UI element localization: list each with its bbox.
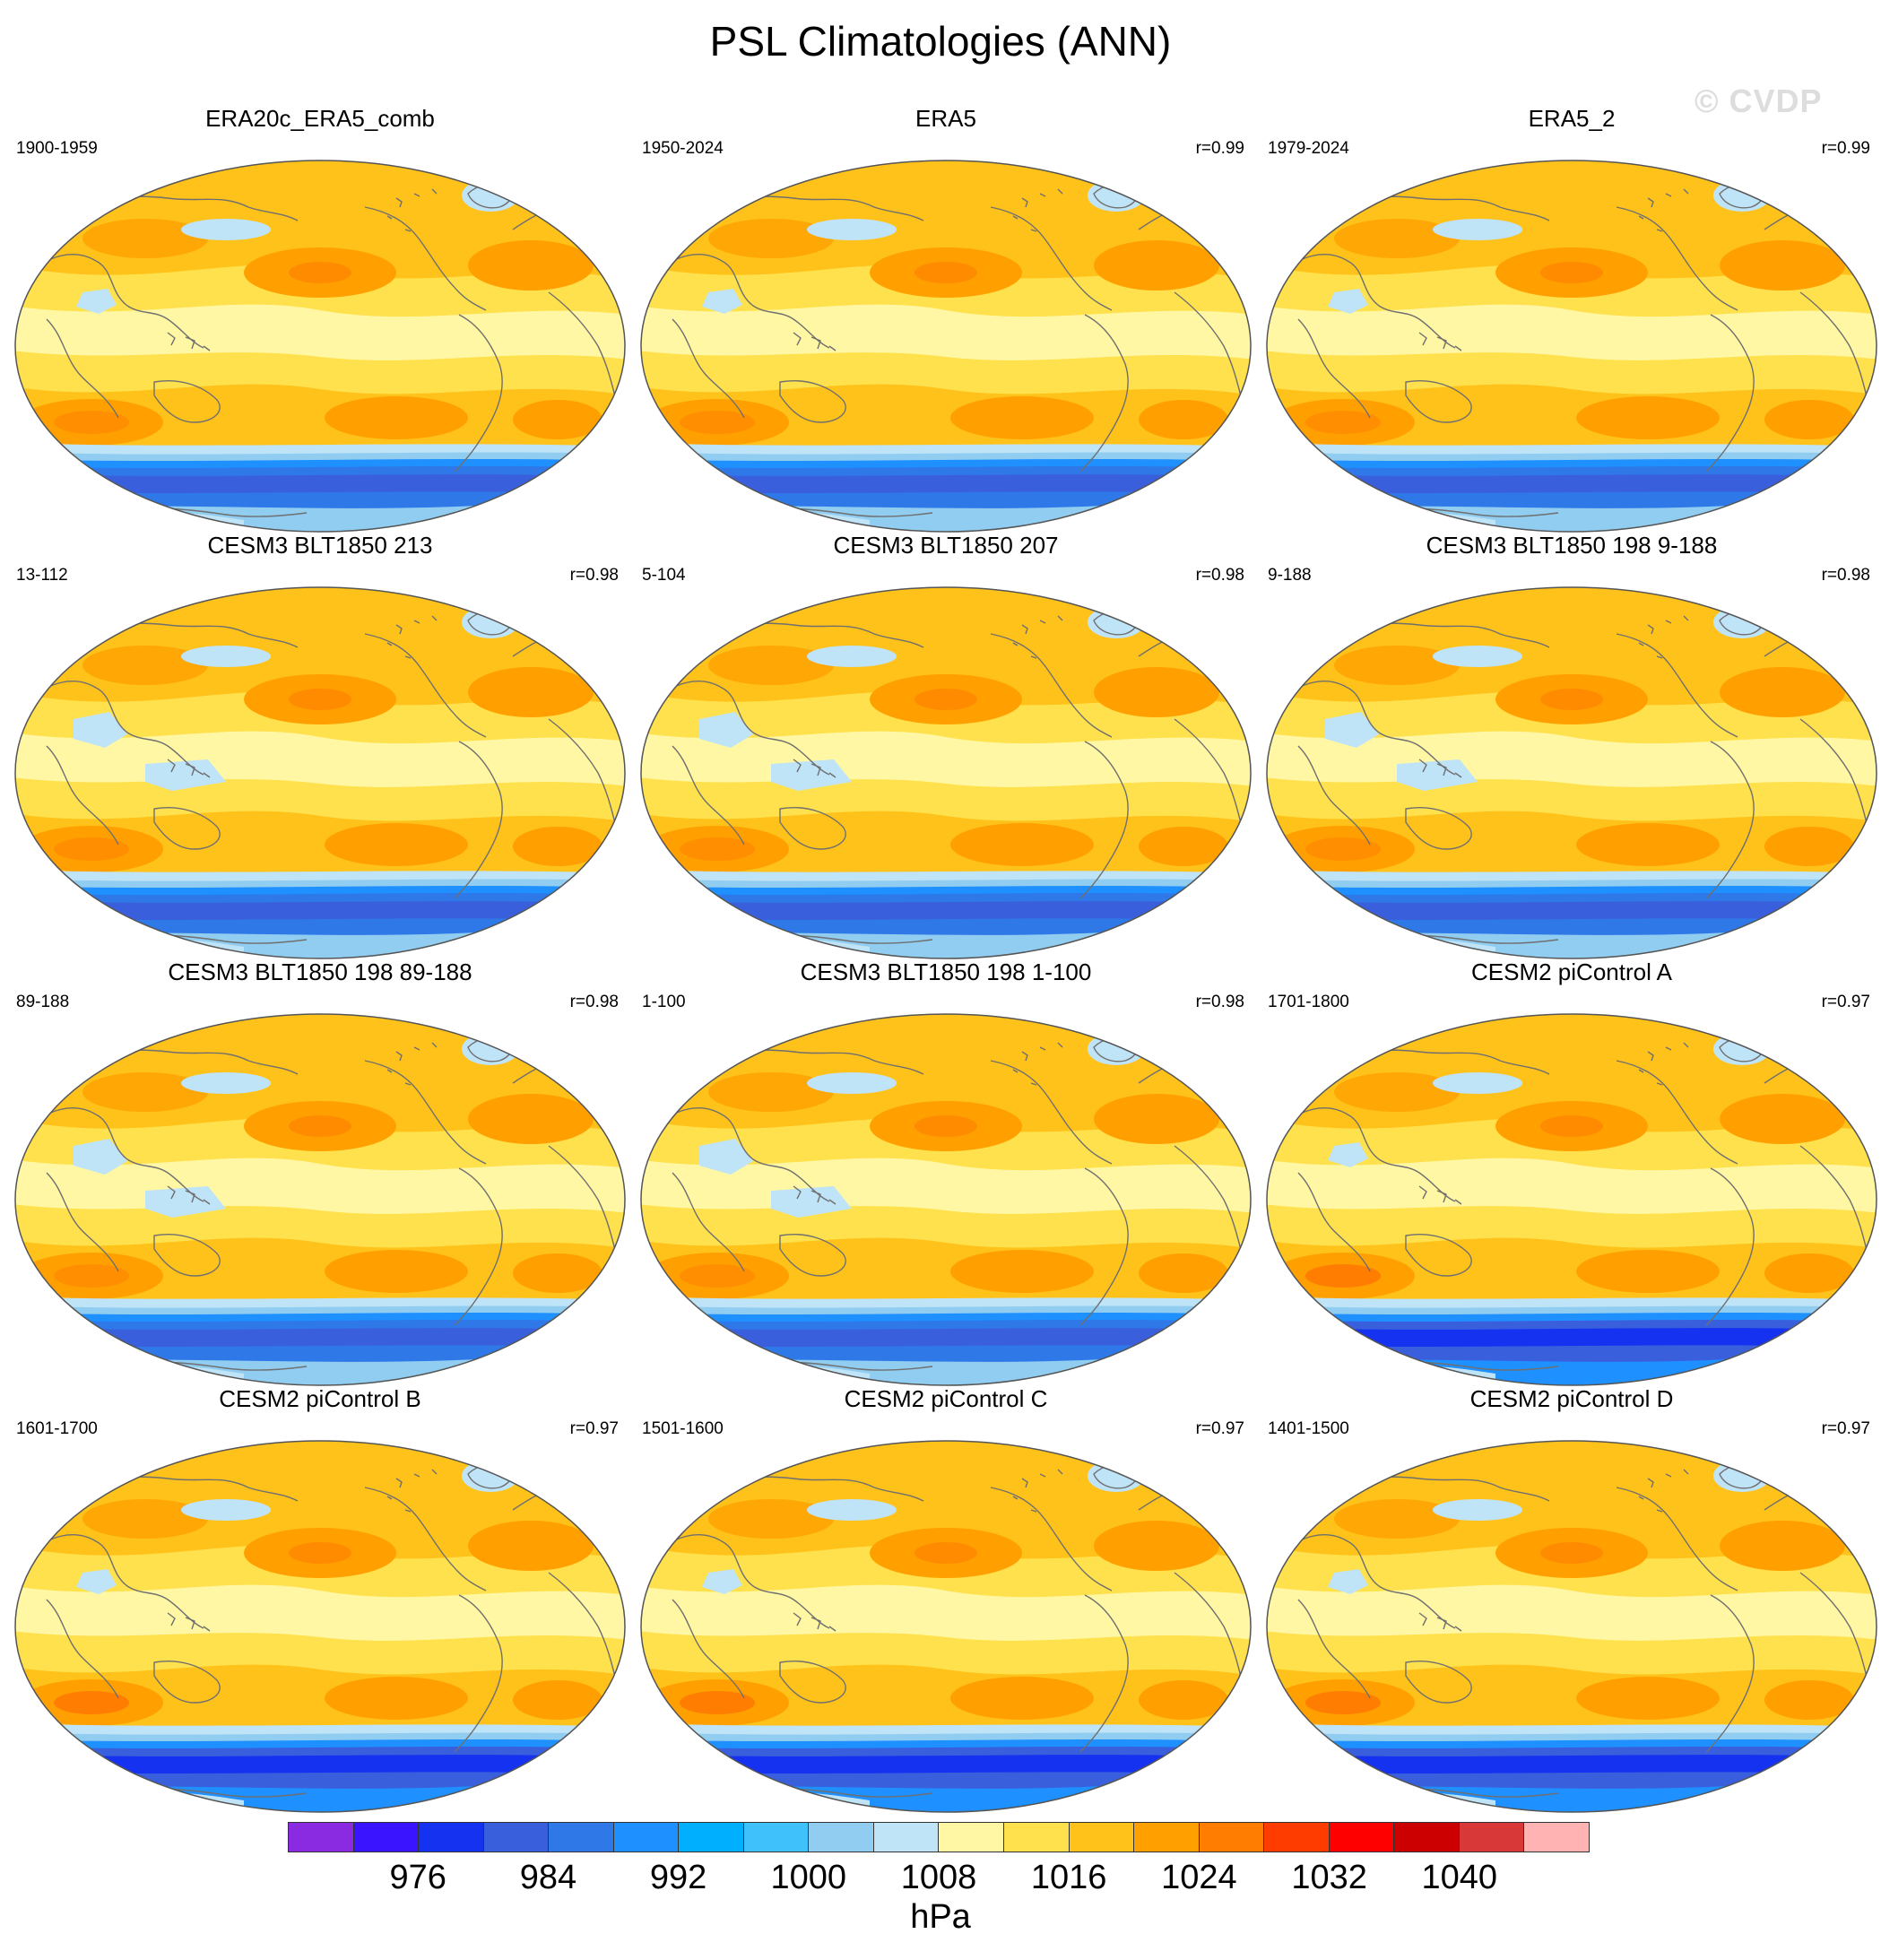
- psl-map: [1266, 1013, 1877, 1386]
- colorbar-swatch: [353, 1823, 420, 1852]
- colorbar-tick-label: 984: [519, 1859, 577, 1896]
- map-panel: CESM2 piControl D 1401-1500 r=0.97: [1262, 1384, 1881, 1815]
- map-panel: CESM3 BLT1850 198 89-188 89-188 r=0.98: [11, 958, 629, 1388]
- panel-period: 1950-2024: [642, 139, 724, 158]
- colorbar-swatch: [419, 1823, 484, 1852]
- panel-title: CESM2 piControl C: [844, 1385, 1048, 1412]
- panel-title: ERA20c_ERA5_comb: [205, 105, 435, 132]
- colorbar-swatch: [1199, 1823, 1265, 1852]
- panel-correlation: r=0.97: [1821, 1419, 1870, 1438]
- colorbar-swatch: [873, 1823, 940, 1852]
- map-panel: CESM2 piControl A 1701-1800 r=0.97: [1262, 958, 1881, 1388]
- colorbar-tick-label: 1000: [770, 1859, 847, 1896]
- panel-period: 1601-1700: [16, 1419, 98, 1438]
- panel-correlation: r=0.98: [1821, 566, 1870, 585]
- map-panel: CESM3 BLT1850 213 13-112 r=0.98: [11, 531, 629, 961]
- panel-period: 1-100: [642, 993, 686, 1011]
- colorbar-swatch: [743, 1823, 810, 1852]
- panel-correlation: r=0.97: [1821, 993, 1870, 1011]
- panel-title: CESM3 BLT1850 198 9-188: [1426, 532, 1718, 559]
- psl-map: [640, 1013, 1252, 1386]
- panel-period: 1401-1500: [1268, 1419, 1349, 1438]
- colorbar-swatch: [1264, 1823, 1330, 1852]
- cvdp-watermark: © CVDP: [1695, 82, 1823, 119]
- panel-correlation: r=0.98: [569, 566, 619, 585]
- map-panel: CESM3 BLT1850 207 5-104 r=0.98: [637, 531, 1255, 961]
- colorbar-swatch: [1004, 1823, 1070, 1852]
- psl-map: [14, 1013, 626, 1386]
- map-panel: CESM2 piControl B 1601-1700 r=0.97: [11, 1384, 629, 1815]
- colorbar-swatch: [1069, 1823, 1135, 1852]
- colorbar-swatch: [1394, 1823, 1460, 1852]
- panel-correlation: r=0.97: [1195, 1419, 1244, 1438]
- psl-map: [640, 586, 1252, 959]
- colorbar-swatch: [1329, 1823, 1395, 1852]
- panel-period: 13-112: [16, 566, 68, 585]
- panel-period: 1900-1959: [16, 139, 98, 158]
- psl-map: [14, 1440, 626, 1813]
- psl-map: [1266, 160, 1877, 533]
- psl-map: [1266, 586, 1877, 959]
- panel-correlation: r=0.98: [1195, 566, 1244, 585]
- colorbar-swatch: [1524, 1823, 1589, 1852]
- panel-period: 9-188: [1268, 566, 1312, 585]
- psl-map: [1266, 1440, 1877, 1813]
- panel-correlation: r=0.98: [569, 993, 619, 1011]
- map-panel: CESM2 piControl C 1501-1600 r=0.97: [637, 1384, 1255, 1815]
- panel-correlation: r=0.99: [1195, 139, 1244, 158]
- panel-period: 89-188: [16, 993, 70, 1011]
- colorbar-swatch: [939, 1823, 1005, 1852]
- map-panel: ERA5 1950-2024 r=0.99: [637, 104, 1255, 534]
- panel-period: 1979-2024: [1268, 139, 1349, 158]
- colorbar-tick-label: 1016: [1030, 1859, 1107, 1896]
- colorbar-tick-label: 1040: [1421, 1859, 1498, 1896]
- panel-correlation: r=0.99: [1821, 139, 1870, 158]
- colorbar-swatch: [483, 1823, 550, 1852]
- panel-title: CESM2 piControl D: [1469, 1385, 1674, 1412]
- map-panel: ERA5_2 1979-2024 r=0.99: [1262, 104, 1881, 534]
- panel-period: 1501-1600: [642, 1419, 724, 1438]
- map-panel: ERA20c_ERA5_comb 1900-1959: [11, 104, 629, 534]
- colorbar-swatch: [613, 1823, 680, 1852]
- psl-map: [640, 160, 1252, 533]
- colorbar-tick-label: 1024: [1161, 1859, 1237, 1896]
- colorbar-swatch: [1459, 1823, 1525, 1852]
- colorbar-tick-label: 992: [649, 1859, 707, 1896]
- psl-map: [14, 586, 626, 959]
- panel-correlation: r=0.97: [569, 1419, 619, 1438]
- colorbar-swatch: [549, 1823, 614, 1852]
- colorbar-swatch: [679, 1823, 744, 1852]
- panel-title: CESM3 BLT1850 213: [207, 532, 433, 559]
- colorbar-swatch: [289, 1823, 354, 1852]
- psl-map: [14, 160, 626, 533]
- colorbar-swatch: [1134, 1823, 1200, 1852]
- panel-title: CESM3 BLT1850 198 89-188: [168, 958, 472, 985]
- colorbar-swatch: [809, 1823, 874, 1852]
- panel-title: ERA5_2: [1528, 105, 1616, 132]
- psl-map: [640, 1440, 1252, 1813]
- panel-correlation: r=0.98: [1195, 993, 1244, 1011]
- map-panel: CESM3 BLT1850 198 1-100 1-100 r=0.98: [637, 958, 1255, 1388]
- panel-period: 1701-1800: [1268, 993, 1349, 1011]
- panel-period: 5-104: [642, 566, 686, 585]
- panel-title: CESM2 piControl B: [219, 1385, 421, 1412]
- panel-title: CESM3 BLT1850 207: [833, 532, 1059, 559]
- figure-title: PSL Climatologies (ANN): [709, 18, 1172, 65]
- panel-title: ERA5: [915, 105, 976, 132]
- colorbar-tick-label: 976: [389, 1859, 446, 1896]
- panel-title: CESM3 BLT1850 198 1-100: [800, 958, 1092, 985]
- colorbar-units: hPa: [910, 1898, 971, 1936]
- panel-title: CESM2 piControl A: [1471, 958, 1672, 985]
- map-panel: CESM3 BLT1850 198 9-188 9-188 r=0.98: [1262, 531, 1881, 961]
- colorbar: [288, 1822, 1590, 1852]
- colorbar-tick-label: 1008: [900, 1859, 977, 1896]
- colorbar-tick-label: 1032: [1291, 1859, 1367, 1896]
